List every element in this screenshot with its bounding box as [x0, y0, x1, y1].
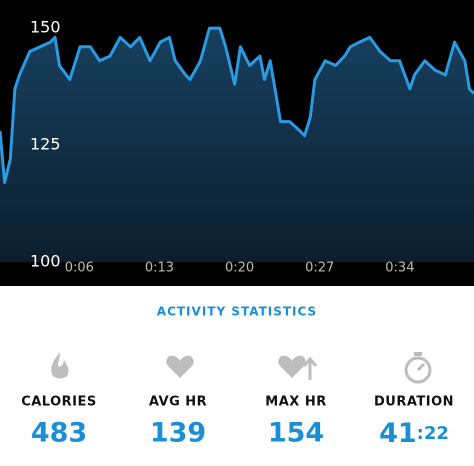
x-tick-label: 0:27 — [305, 261, 334, 276]
stat-label: AVG HR — [149, 395, 207, 410]
stat-value: 483 — [31, 418, 87, 449]
y-tick-label: 100 — [30, 252, 61, 271]
duration-seconds: :22 — [417, 423, 449, 444]
area — [0, 28, 474, 262]
heart-rate-chart: 100 125 150 0:06 0:13 0:20 0:27 0:34 — [0, 0, 474, 286]
x-tick-label: 0:13 — [145, 261, 174, 276]
stat-label: DURATION — [374, 395, 454, 410]
duration-minutes: 41 — [379, 418, 417, 449]
stat-value: 139 — [150, 418, 206, 449]
stat-label: MAX HR — [265, 395, 326, 410]
stopwatch-icon — [404, 356, 432, 384]
heart-icon — [166, 355, 194, 378]
hr-line — [0, 26, 474, 184]
stopwatch-top — [414, 352, 422, 356]
stat-label: CALORIES — [21, 395, 97, 410]
y-tick-label: 125 — [30, 135, 61, 154]
stat-value: 154 — [268, 418, 324, 449]
arrow-up — [302, 356, 318, 380]
x-tick-label: 0:06 — [65, 261, 94, 276]
y-tick-label: 150 — [30, 18, 61, 37]
stopwatch-hand — [416, 362, 426, 372]
icons — [51, 352, 432, 384]
x-tick-label: 0:34 — [385, 261, 414, 276]
flame-icon — [51, 352, 69, 379]
stats-panel: ACTIVITY STATISTICS CALORIES 483 AVG HR … — [21, 305, 454, 449]
stat-value: 41:22 — [379, 418, 449, 449]
stats-title: ACTIVITY STATISTICS — [157, 305, 317, 319]
heart-up-icon — [278, 355, 306, 378]
x-tick-label: 0:20 — [225, 261, 254, 276]
